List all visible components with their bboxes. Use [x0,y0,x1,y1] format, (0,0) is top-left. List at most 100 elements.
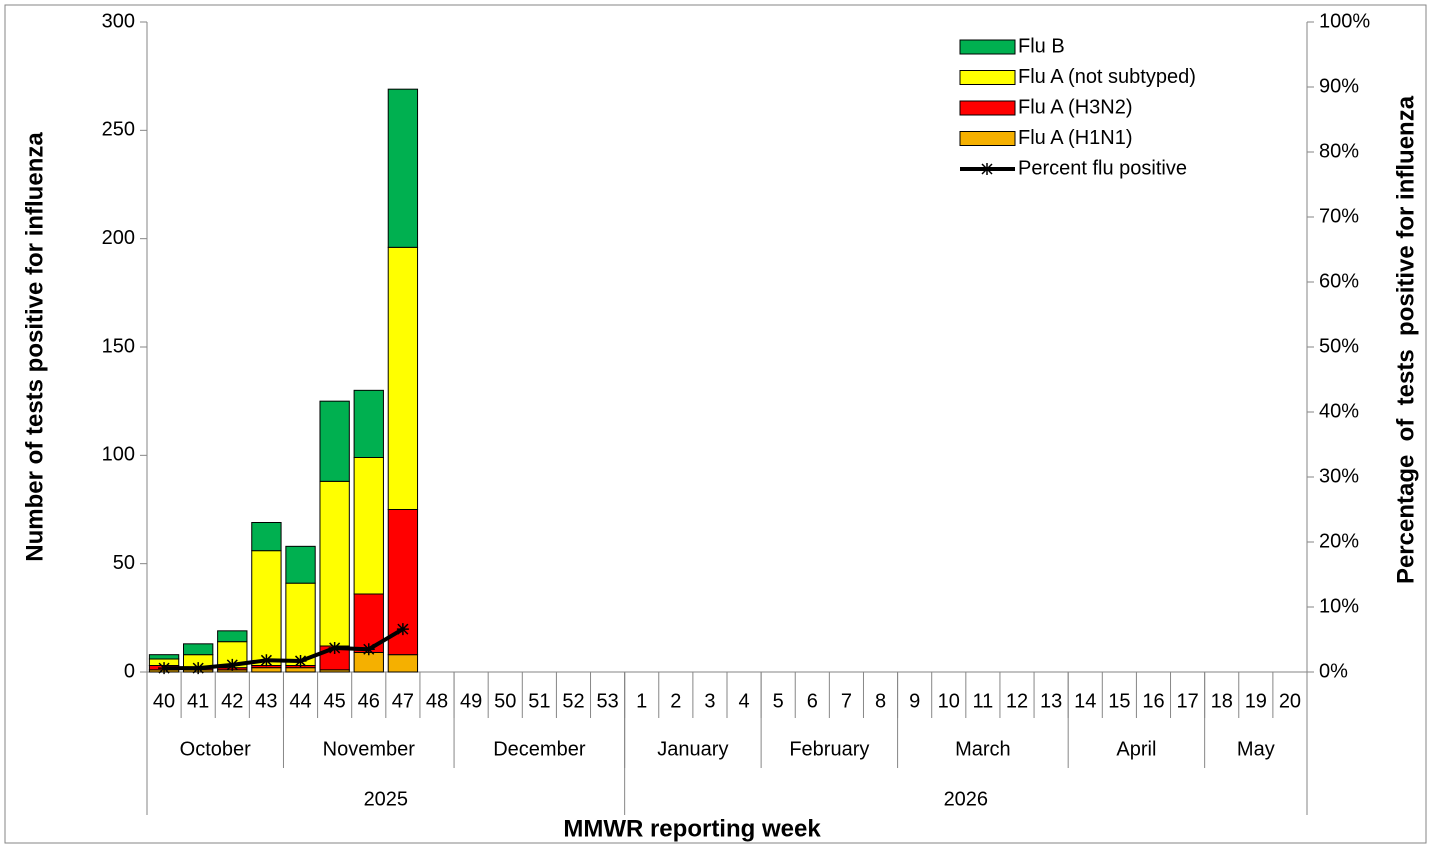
legend-swatch [959,70,1016,85]
x-tick-label: 44 [289,690,311,712]
y2-tick-label: 50% [1319,335,1359,357]
line-marker [328,641,341,654]
legend-swatch [959,39,1016,55]
x-tick-label: 20 [1279,690,1301,712]
bar-segment [183,643,214,656]
x-tick-label: 11 [972,690,993,712]
line-marker [226,658,239,671]
bar-segment [387,654,419,673]
legend-swatch [959,100,1016,116]
x-tick-label: 7 [841,690,852,712]
x-tick-label: 6 [807,690,818,712]
y2-tick-label: 100% [1319,10,1370,32]
x-tick-label: 10 [938,690,960,712]
bar-segment [251,667,282,673]
x-tick-label: 13 [1040,690,1062,712]
bar-segment [319,400,350,482]
x-tick-label: 47 [392,690,414,712]
year-label: 2025 [364,788,409,810]
x-tick-label: 16 [1142,690,1164,712]
x-tick-label: 41 [187,690,209,712]
bar-segment [353,457,384,595]
month-label: December [493,738,586,760]
x-axis-title: MMWR reporting week [563,815,821,842]
bar-segment [285,545,316,584]
legend-label: Flu A (not subtyped) [1018,66,1196,88]
x-tick-label: 48 [426,690,448,712]
x-tick-label: 53 [596,690,618,712]
bar-segment [148,654,180,660]
x-tick-label: 51 [528,690,550,712]
x-tick-label: 42 [221,690,243,712]
line-marker [362,643,375,656]
legend-marker [981,163,993,175]
y-tick-label: 0 [124,660,135,682]
x-tick-label: 52 [562,690,584,712]
y-axis-title: Number of tests positive for influenza [21,132,48,562]
month-label: April [1116,738,1156,760]
y-tick-label: 50 [113,552,135,574]
legend-label: Flu A (H3N2) [1018,96,1132,118]
x-tick-label: 4 [738,690,749,712]
y-tick-label: 100 [102,444,135,466]
bar-segment [319,480,350,647]
y2-tick-label: 70% [1319,205,1359,227]
month-label: November [323,738,416,760]
y2-tick-label: 10% [1319,595,1359,617]
x-tick-label: 50 [494,690,516,712]
x-tick-label: 2 [670,690,681,712]
bar-segment [353,652,384,673]
year-label: 2026 [944,788,989,810]
y2-tick-label: 40% [1319,400,1359,422]
bar-segment [251,550,282,667]
y2-tick-label: 90% [1319,75,1359,97]
x-tick-label: 9 [909,690,920,712]
chart-border [4,4,1427,844]
x-tick-label: 12 [1006,690,1028,712]
line-marker [294,654,307,667]
x-tick-label: 49 [460,690,482,712]
bar-segment [387,246,419,510]
month-label: March [955,738,1011,760]
x-tick-label: 18 [1211,690,1233,712]
bar-segment [353,389,384,459]
bar-segment [251,522,282,552]
x-tick-label: 15 [1108,690,1130,712]
x-tick-label: 43 [255,690,277,712]
x-tick-label: 5 [773,690,784,712]
y2-tick-label: 30% [1319,465,1359,487]
x-tick-label: 19 [1245,690,1267,712]
x-tick-label: 8 [875,690,886,712]
line-marker [260,654,273,667]
x-tick-label: 3 [704,690,715,712]
bar-segment [217,630,248,643]
y-tick-label: 200 [102,227,135,249]
x-tick-label: 45 [324,690,346,712]
x-tick-label: 1 [636,690,647,712]
month-label: January [657,738,728,760]
legend-label: Percent flu positive [1018,157,1187,179]
month-label: May [1237,738,1275,760]
y2-tick-label: 20% [1319,530,1359,552]
line-marker [158,662,171,675]
y2-tick-label: 60% [1319,270,1359,292]
y2-tick-label: 80% [1319,140,1359,162]
y2-axis-title: Percentage of tests positive for influen… [1392,95,1419,584]
bar-segment [387,88,419,248]
month-label: October [180,738,251,760]
bar-segment [285,667,316,673]
x-tick-label: 17 [1176,690,1198,712]
x-tick-label: 14 [1074,690,1096,712]
y2-tick-label: 0% [1319,660,1348,682]
legend-label: Flu B [1018,35,1065,57]
legend-swatch [959,131,1016,146]
month-label: February [789,738,869,760]
line-marker [396,623,409,636]
line-marker [192,662,205,675]
y-tick-label: 150 [102,335,135,357]
y-tick-label: 250 [102,119,135,141]
x-tick-label: 46 [358,690,380,712]
y-tick-label: 300 [102,10,135,32]
x-tick-label: 40 [153,690,175,712]
